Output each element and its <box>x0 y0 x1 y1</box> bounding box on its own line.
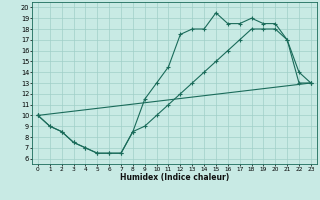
X-axis label: Humidex (Indice chaleur): Humidex (Indice chaleur) <box>120 173 229 182</box>
